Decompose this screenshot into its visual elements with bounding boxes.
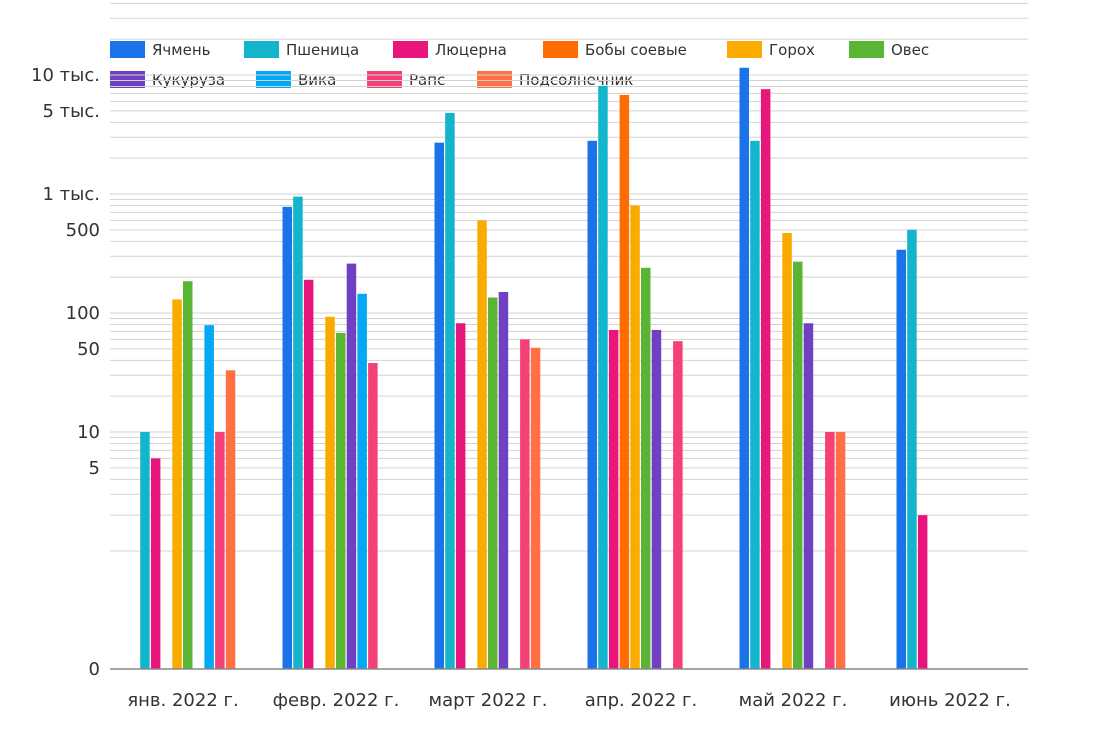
bar bbox=[619, 94, 630, 669]
bar bbox=[293, 196, 303, 670]
y-tick-label: 500 bbox=[66, 220, 100, 241]
bar bbox=[150, 458, 161, 669]
legend-swatch bbox=[256, 71, 291, 88]
bar bbox=[907, 229, 917, 669]
y-tick-label: 1 тыс. bbox=[43, 184, 101, 205]
bar bbox=[434, 142, 444, 669]
bars bbox=[140, 67, 928, 670]
x-axis-category-labels: янв. 2022 г. февр. 2022 г. март 2022 г. апр… bbox=[127, 690, 1011, 711]
bar bbox=[455, 323, 466, 669]
bar bbox=[782, 233, 792, 669]
bar bbox=[760, 89, 771, 670]
legend-item: Овес bbox=[849, 41, 929, 59]
legend-item: Люцерна bbox=[393, 41, 507, 59]
bar bbox=[303, 279, 314, 669]
legend-label: Овес bbox=[891, 41, 929, 59]
x-category-label: май 2022 г. bbox=[739, 690, 848, 711]
bar bbox=[357, 293, 367, 669]
bar bbox=[520, 339, 530, 669]
bar bbox=[282, 206, 292, 669]
legend-label: Горох bbox=[769, 41, 815, 59]
bar bbox=[445, 112, 455, 669]
y-axis-tick-labels: 0 5 10 50 100 500 1 тыс. 5 тыс. 10 тыс. 50 тыс. bbox=[31, 0, 100, 680]
y-tick-label: 10 тыс. bbox=[31, 65, 100, 86]
bar bbox=[917, 515, 928, 669]
legend-swatch bbox=[849, 41, 884, 58]
bar bbox=[896, 249, 906, 669]
bar bbox=[673, 341, 683, 669]
bar bbox=[739, 67, 749, 669]
legend-label: Ячмень bbox=[152, 41, 210, 59]
bar bbox=[750, 140, 760, 669]
bar bbox=[477, 220, 487, 669]
bar bbox=[225, 370, 236, 669]
legend-item: Горох bbox=[727, 41, 815, 59]
legend-item: Бобы соевые bbox=[543, 41, 687, 59]
y-tick-label: 100 bbox=[66, 303, 100, 324]
bar bbox=[835, 432, 846, 669]
bar bbox=[204, 325, 214, 669]
x-category-label: февр. 2022 г. bbox=[273, 690, 400, 711]
legend-swatch bbox=[244, 41, 279, 58]
y-tick-label: 10 bbox=[77, 422, 100, 443]
bar bbox=[498, 292, 509, 669]
x-category-label: апр. 2022 г. bbox=[585, 690, 697, 711]
legend-swatch bbox=[543, 41, 578, 58]
bar bbox=[630, 205, 640, 669]
legend: Ячмень Пшеница Люцерна Бобы соевые Горох Овес… bbox=[110, 41, 929, 89]
bar bbox=[587, 140, 597, 669]
bar bbox=[140, 432, 150, 669]
x-category-label: янв. 2022 г. bbox=[127, 690, 238, 711]
x-category-label: март 2022 г. bbox=[429, 690, 548, 711]
bar bbox=[172, 299, 182, 669]
legend-item: Ячмень bbox=[110, 41, 210, 59]
legend-swatch bbox=[727, 41, 762, 58]
legend-swatch bbox=[367, 71, 402, 88]
legend-swatch bbox=[110, 41, 145, 58]
bar bbox=[598, 85, 608, 670]
y-tick-label: 5 тыс. bbox=[43, 101, 101, 122]
legend-label: Люцерна bbox=[435, 41, 507, 59]
y-tick-label: 0 bbox=[89, 659, 100, 680]
bar bbox=[325, 316, 335, 669]
bar bbox=[803, 323, 814, 669]
bar bbox=[215, 432, 225, 669]
legend-item: Пшеница bbox=[244, 41, 359, 59]
bar bbox=[346, 263, 357, 669]
legend-label: Бобы соевые bbox=[585, 41, 687, 59]
bar bbox=[825, 432, 835, 669]
bar bbox=[651, 329, 662, 669]
bar bbox=[641, 267, 651, 669]
bar bbox=[183, 281, 193, 669]
y-tick-label: 5 bbox=[89, 458, 100, 479]
y-tick-label: 50 тыс. bbox=[31, 0, 100, 3]
legend-swatch bbox=[110, 71, 145, 88]
y-tick-label: 50 bbox=[77, 339, 100, 360]
bar bbox=[608, 329, 619, 669]
bar bbox=[530, 347, 541, 669]
gridlines bbox=[110, 2, 1028, 552]
legend-swatch bbox=[477, 71, 512, 88]
bar bbox=[368, 363, 378, 669]
x-category-label: июнь 2022 г. bbox=[889, 690, 1011, 711]
bar bbox=[336, 332, 346, 669]
bar bbox=[793, 261, 803, 669]
legend-label: Пшеница bbox=[286, 41, 359, 59]
legend-swatch bbox=[393, 41, 428, 58]
bar bbox=[488, 297, 498, 669]
